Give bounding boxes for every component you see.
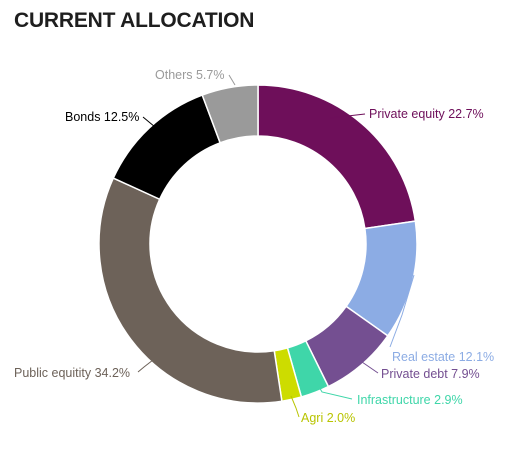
chart-title: CURRENT ALLOCATION	[14, 9, 255, 32]
slice-label-real-estate: Real estate 12.1%	[392, 350, 494, 364]
slice-label-bonds: Bonds 12.5%	[65, 110, 139, 124]
slice-label-agri: Agri 2.0%	[301, 411, 355, 425]
leader-line-real-estate	[389, 274, 415, 348]
leader-line-bonds	[142, 116, 156, 128]
slice-label-public-equitity: Public equitity 34.2%	[14, 366, 130, 380]
slice-label-private-debt: Private debt 7.9%	[381, 367, 480, 381]
slice-others[interactable]	[201, 84, 259, 144]
slice-label-infrastructure: Infrastructure 2.9%	[357, 393, 463, 407]
slice-public-equitity[interactable]	[98, 177, 283, 404]
leader-line-private-debt	[361, 361, 379, 374]
slice-label-private-equity: Private equity 22.7%	[369, 107, 484, 121]
leader-line-public-equitity	[137, 359, 154, 373]
leader-line-agri	[290, 395, 300, 418]
leader-line-infrastructure	[317, 384, 353, 400]
slice-label-others: Others 5.7%	[155, 68, 224, 82]
leader-line-others	[228, 74, 236, 86]
leader-line-private-equity	[329, 113, 366, 119]
